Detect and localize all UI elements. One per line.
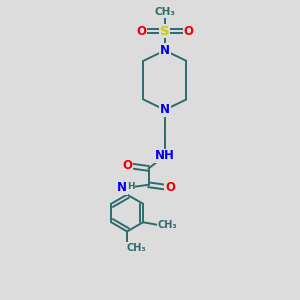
Text: CH₃: CH₃ <box>127 243 146 253</box>
Text: CH₃: CH₃ <box>158 220 178 230</box>
Text: N: N <box>160 44 170 57</box>
Text: NH: NH <box>155 149 175 162</box>
Text: O: O <box>165 181 175 194</box>
Text: O: O <box>136 25 146 38</box>
Text: N: N <box>160 103 170 116</box>
Text: N: N <box>117 181 127 194</box>
Text: S: S <box>160 25 170 38</box>
Text: CH₃: CH₃ <box>154 7 176 17</box>
Text: O: O <box>122 159 132 172</box>
Text: O: O <box>184 25 194 38</box>
Text: H: H <box>127 182 134 191</box>
